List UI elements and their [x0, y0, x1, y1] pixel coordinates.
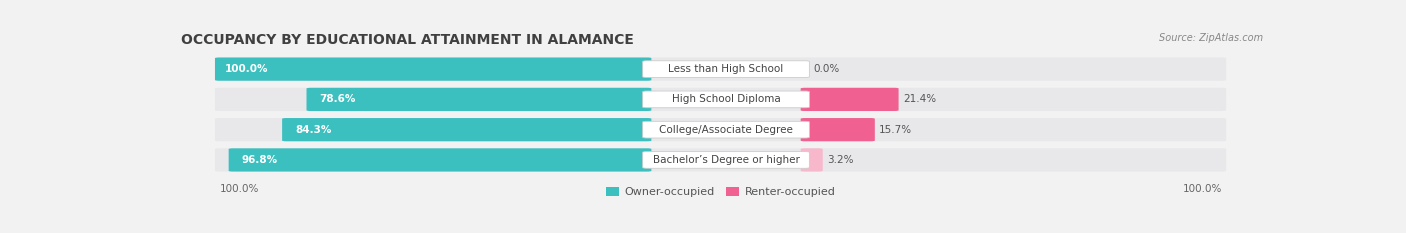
- Text: High School Diploma: High School Diploma: [672, 94, 780, 104]
- Text: 21.4%: 21.4%: [903, 94, 936, 104]
- Text: 96.8%: 96.8%: [242, 155, 278, 165]
- FancyBboxPatch shape: [643, 121, 810, 138]
- Text: College/Associate Degree: College/Associate Degree: [659, 125, 793, 135]
- Text: Bachelor’s Degree or higher: Bachelor’s Degree or higher: [652, 155, 800, 165]
- Text: 100.0%: 100.0%: [225, 64, 269, 74]
- Text: Source: ZipAtlas.com: Source: ZipAtlas.com: [1159, 33, 1263, 43]
- Text: 15.7%: 15.7%: [879, 125, 912, 135]
- FancyBboxPatch shape: [215, 58, 651, 81]
- FancyBboxPatch shape: [307, 88, 651, 111]
- FancyBboxPatch shape: [283, 118, 651, 141]
- Text: OCCUPANCY BY EDUCATIONAL ATTAINMENT IN ALAMANCE: OCCUPANCY BY EDUCATIONAL ATTAINMENT IN A…: [181, 33, 634, 47]
- FancyBboxPatch shape: [215, 118, 1226, 141]
- FancyBboxPatch shape: [800, 88, 898, 111]
- Text: 3.2%: 3.2%: [827, 155, 853, 165]
- FancyBboxPatch shape: [643, 91, 810, 108]
- Text: Less than High School: Less than High School: [668, 64, 783, 74]
- FancyBboxPatch shape: [643, 61, 810, 77]
- FancyBboxPatch shape: [800, 148, 823, 171]
- FancyBboxPatch shape: [229, 148, 651, 171]
- FancyBboxPatch shape: [215, 58, 1226, 81]
- Text: 100.0%: 100.0%: [219, 185, 259, 194]
- Text: 100.0%: 100.0%: [1182, 185, 1222, 194]
- FancyBboxPatch shape: [800, 118, 875, 141]
- FancyBboxPatch shape: [215, 88, 1226, 111]
- FancyBboxPatch shape: [215, 148, 1226, 171]
- Text: 0.0%: 0.0%: [814, 64, 839, 74]
- Text: 84.3%: 84.3%: [295, 125, 332, 135]
- FancyBboxPatch shape: [643, 152, 810, 168]
- Legend: Owner-occupied, Renter-occupied: Owner-occupied, Renter-occupied: [602, 182, 839, 202]
- Text: 78.6%: 78.6%: [319, 94, 356, 104]
